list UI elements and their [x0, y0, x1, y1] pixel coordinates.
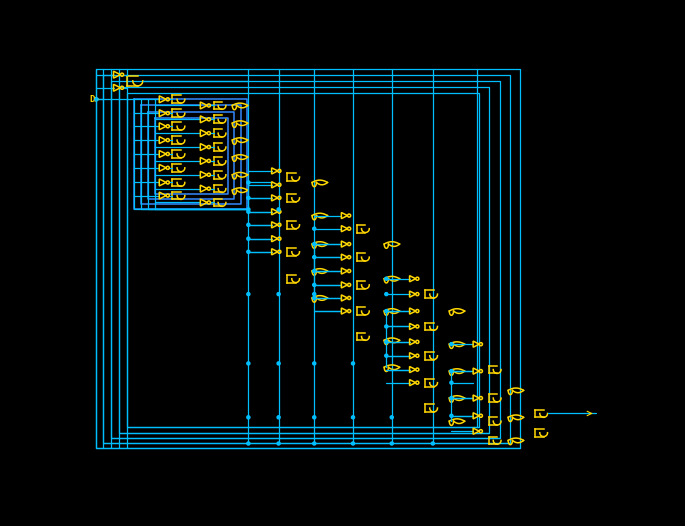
Circle shape — [247, 362, 250, 365]
Circle shape — [450, 342, 453, 346]
Circle shape — [450, 381, 453, 384]
Circle shape — [247, 208, 250, 211]
Circle shape — [312, 362, 316, 365]
Circle shape — [390, 442, 393, 445]
Circle shape — [277, 362, 280, 365]
Circle shape — [312, 269, 316, 272]
Circle shape — [247, 250, 250, 254]
Circle shape — [247, 223, 250, 226]
Circle shape — [450, 370, 453, 372]
Circle shape — [312, 442, 316, 445]
Circle shape — [247, 237, 250, 240]
Circle shape — [450, 414, 453, 417]
Circle shape — [247, 442, 250, 445]
Circle shape — [385, 309, 388, 312]
Circle shape — [247, 196, 250, 199]
Circle shape — [277, 442, 280, 445]
Circle shape — [385, 340, 388, 343]
Circle shape — [312, 256, 316, 259]
Circle shape — [247, 210, 250, 213]
Circle shape — [277, 292, 280, 296]
Circle shape — [312, 297, 316, 299]
Circle shape — [385, 354, 388, 357]
Circle shape — [385, 277, 388, 280]
Circle shape — [351, 416, 355, 419]
Circle shape — [450, 397, 453, 400]
Circle shape — [390, 416, 393, 419]
Circle shape — [247, 292, 250, 296]
Circle shape — [432, 442, 434, 445]
Circle shape — [247, 416, 250, 419]
Circle shape — [351, 442, 355, 445]
Circle shape — [385, 325, 388, 328]
Circle shape — [312, 227, 316, 230]
Text: D: D — [90, 95, 95, 104]
Circle shape — [277, 208, 280, 211]
Circle shape — [95, 98, 98, 101]
Circle shape — [247, 181, 250, 184]
Circle shape — [312, 284, 316, 287]
Circle shape — [351, 362, 355, 365]
Circle shape — [312, 292, 316, 296]
Circle shape — [312, 416, 316, 419]
Circle shape — [385, 292, 388, 296]
Circle shape — [277, 416, 280, 419]
Circle shape — [312, 242, 316, 246]
